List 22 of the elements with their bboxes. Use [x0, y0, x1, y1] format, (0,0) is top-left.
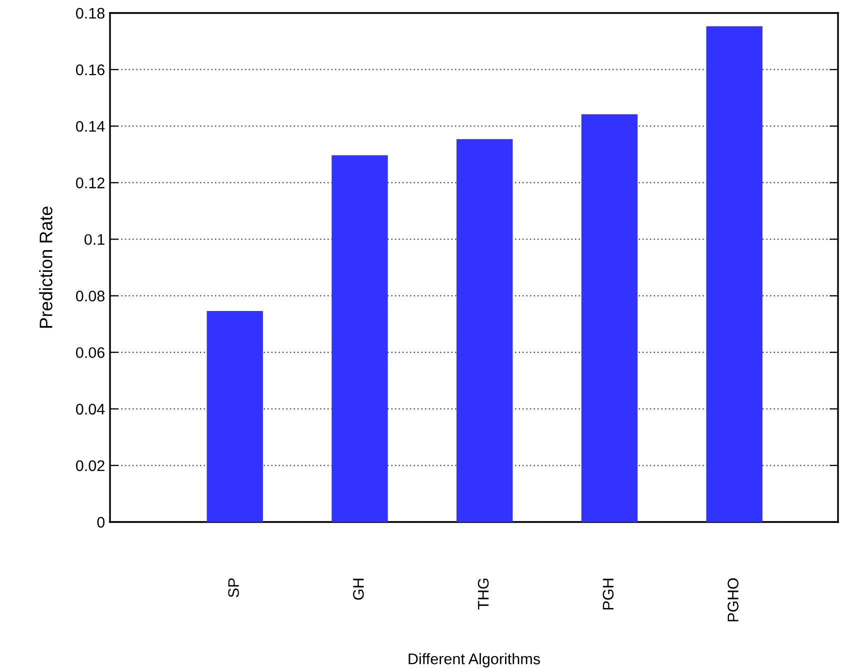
y-tick-label: 0.08 [76, 290, 104, 302]
x-tick-label: GH [353, 578, 364, 600]
y-tick-label: 0.18 [76, 8, 104, 19]
x-tick-label: THG [478, 578, 489, 610]
y-tick-label: 0.1 [84, 234, 104, 245]
y-tick-label: 0.06 [76, 347, 104, 358]
bar [581, 114, 638, 522]
y-axis-title: Prediction Rate [39, 206, 52, 328]
y-tick-label: 0.12 [76, 178, 104, 188]
y-tick-label: 0.02 [76, 460, 104, 472]
y-tick-label: 0.14 [76, 120, 105, 132]
bar [332, 155, 388, 522]
bar [706, 26, 762, 522]
bar [456, 139, 513, 522]
x-tick-label: PGHO [728, 578, 738, 622]
y-tick-label: 0.04 [76, 404, 105, 415]
x-tick-label: SP [228, 578, 239, 598]
x-tick-label: PGH [602, 578, 614, 610]
bar [206, 311, 263, 522]
y-tick-label: 0.16 [76, 64, 104, 76]
y-tick-label: 0 [97, 516, 105, 528]
x-axis-title: Different Algorithms [408, 653, 540, 668]
